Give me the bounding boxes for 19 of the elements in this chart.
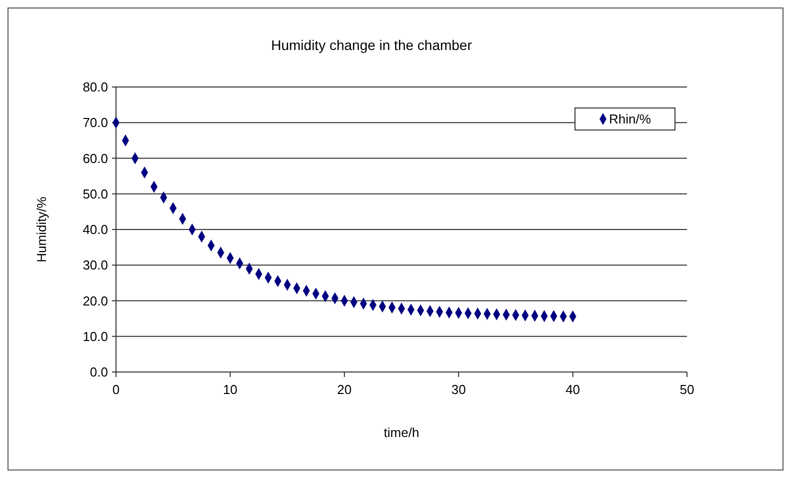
x-tick-label: 10 (222, 382, 238, 397)
y-tick-label: 40.0 (82, 222, 108, 238)
y-tick-label: 30.0 (82, 258, 108, 273)
x-tick-label: 40 (566, 382, 580, 397)
y-tick-label: 80.0 (82, 80, 108, 95)
legend-label: Rhin/% (609, 112, 652, 127)
y-tick-label: 60.0 (82, 150, 108, 166)
x-tick-label: 50 (680, 382, 694, 397)
x-tick-label: 30 (451, 382, 466, 397)
y-tick-label: 20.0 (82, 293, 108, 308)
x-axis-title: time/h (384, 425, 420, 440)
chart-title: Humidity change in the chamber (271, 37, 472, 53)
y-tick-label: 10.0 (82, 328, 108, 344)
x-tick-label: 20 (337, 382, 352, 397)
y-tick-label: 0.0 (90, 364, 108, 380)
y-tick-label: 50.0 (82, 186, 108, 202)
y-tick-label: 70.0 (82, 115, 108, 130)
x-tick-label: 0 (112, 382, 120, 397)
y-axis-title: Humidity/% (34, 196, 49, 262)
